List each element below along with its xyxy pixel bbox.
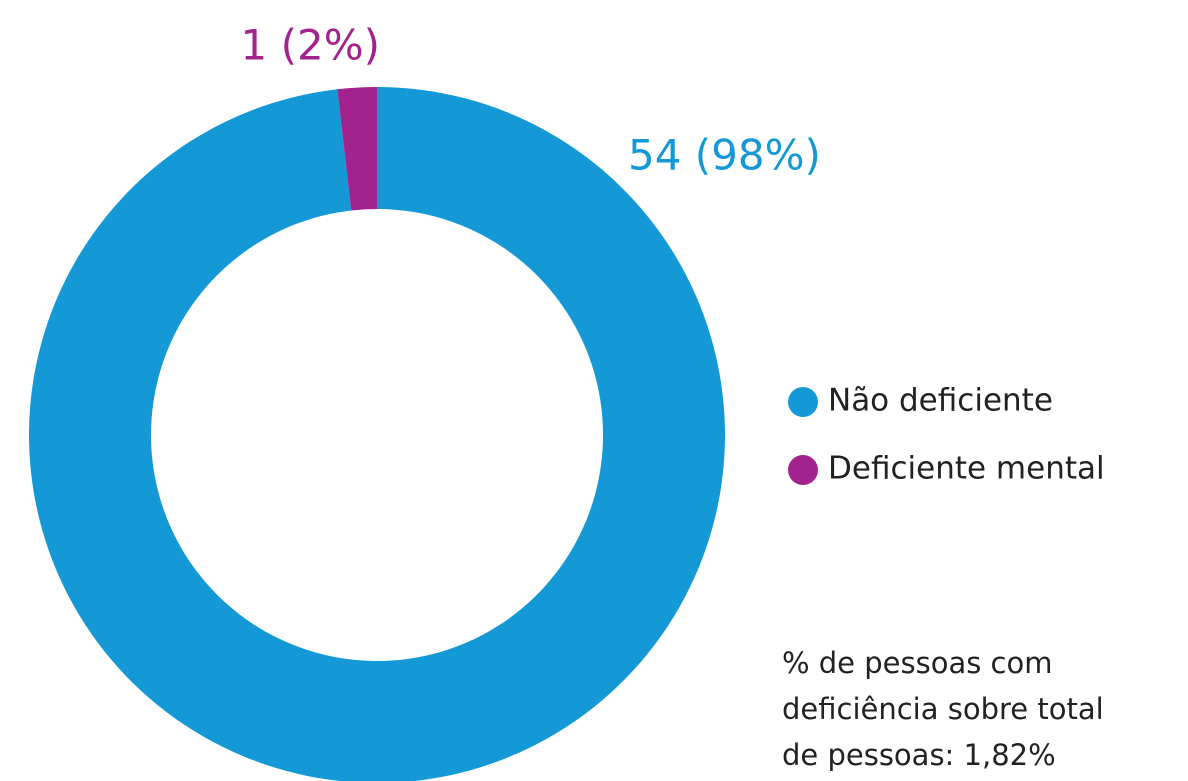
legend-label: Não deficiente — [828, 383, 1053, 419]
legend-marker — [788, 455, 818, 485]
legend-label: Deficiente mental — [828, 451, 1105, 487]
donut-segment — [29, 87, 725, 781]
value-label: 54 (98%) — [628, 131, 821, 180]
annotation: deficiência sobre total — [782, 692, 1104, 726]
annotation: de pessoas: 1,82% — [782, 738, 1056, 772]
value-label: 1 (2%) — [241, 21, 380, 70]
annotation: % de pessoas com — [782, 646, 1053, 680]
legend-marker — [788, 387, 818, 417]
donut-segment — [337, 87, 377, 211]
